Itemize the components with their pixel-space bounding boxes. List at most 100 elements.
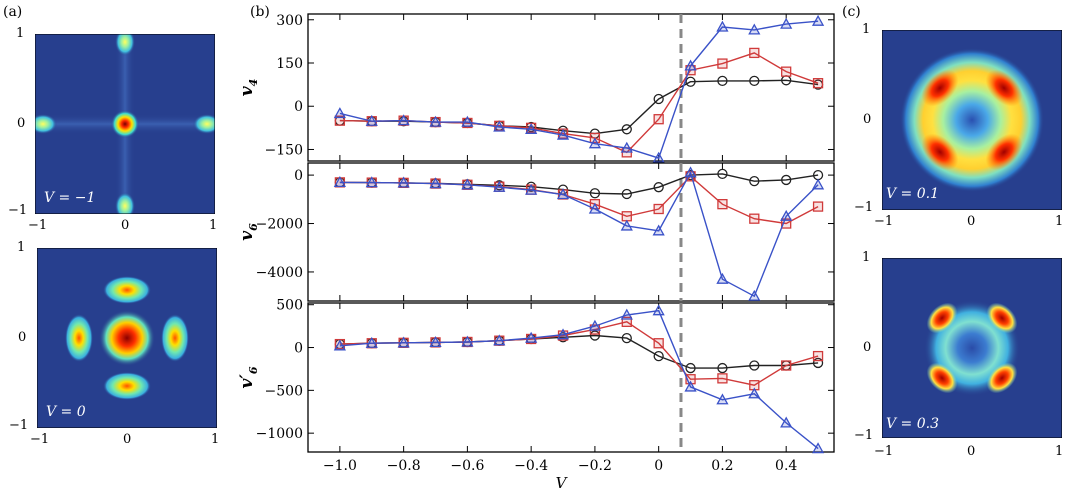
marker-1-blue-11 (684, 166, 697, 178)
chart-panel-b: 300 150 0 −150 v4 0 −2000 −4000 v6 500 0 −500 −1000 v… (237, 13, 835, 492)
marker-0-blue-4 (461, 115, 474, 127)
tick-x-a-top-0: 0 (121, 218, 130, 233)
marker-0-red-10 (653, 114, 664, 125)
series-line-1-black (339, 173, 819, 195)
panel-label-c: (c) (842, 4, 861, 20)
marker-2-black-10 (653, 350, 664, 362)
marker-1-black-12 (717, 168, 728, 180)
marker-0-red-12 (717, 58, 728, 69)
marker-0-blue-8 (588, 137, 602, 149)
marker-2-black-9 (621, 332, 632, 344)
marker-2-red-14 (781, 360, 792, 371)
tick-y-a-top-m1: −1 (8, 203, 28, 218)
marker-2-blue-12 (716, 393, 729, 405)
marker-2-blue-9 (620, 308, 633, 320)
marker-2-red-12 (717, 373, 728, 384)
tick-y-c-bottom-0: 0 (863, 340, 872, 355)
marker-1-blue-3 (429, 177, 442, 189)
tick-x-c-top-m1: −1 (874, 214, 894, 229)
tick-y-c-bottom-1: 1 (862, 250, 871, 265)
marker-0-blue-7 (556, 128, 570, 140)
marker-0-blue-9 (620, 141, 633, 153)
marker-2-blue-13 (748, 387, 761, 399)
marker-2-black-13 (749, 360, 760, 371)
x-tick-label-6: 0.2 (711, 458, 733, 474)
marker-1-blue-12 (716, 272, 729, 284)
marker-1-blue-5 (493, 180, 506, 192)
marker-1-red-9 (621, 211, 632, 222)
marker-1-red-15 (812, 201, 824, 212)
marker-2-red-9 (621, 316, 632, 327)
map-label-a-top: V = −1 (44, 190, 96, 206)
marker-0-black-11 (685, 76, 696, 87)
marker-1-black-8 (589, 188, 601, 199)
marker-2-blue-8 (588, 319, 602, 331)
y-tick-label-0-3: −150 (265, 142, 303, 158)
y-tick-label-1-0: 0 (294, 168, 303, 184)
marker-0-black-12 (717, 75, 728, 87)
density-map-c-top (882, 30, 1062, 210)
tick-y-a-bottom-m1: −1 (9, 418, 29, 433)
marker-0-blue-13 (748, 23, 761, 35)
marker-1-red-13 (749, 213, 760, 224)
marker-1-blue-9 (620, 219, 633, 231)
marker-0-blue-2 (397, 114, 410, 126)
marker-2-blue-15 (811, 442, 825, 454)
x-tick-label-4: −0.2 (578, 458, 612, 474)
y-tick-label-1-1: −2000 (256, 217, 303, 233)
tick-y-c-top-m1: −1 (854, 200, 874, 215)
marker-2-red-11 (685, 374, 696, 385)
marker-0-red-14 (781, 66, 792, 77)
tick-x-a-top-m1: −1 (28, 218, 48, 233)
tick-x-a-top-1: 1 (209, 218, 218, 233)
panel-label-a: (a) (3, 4, 23, 20)
marker-1-blue-7 (556, 188, 570, 200)
marker-0-red-0 (334, 115, 346, 126)
x-tick-label-1: −0.8 (387, 458, 421, 474)
marker-2-blue-1 (365, 336, 378, 348)
marker-1-red-14 (781, 218, 792, 229)
series-line-0-black (339, 79, 819, 135)
marker-0-blue-11 (684, 59, 697, 71)
series-line-1-blue (339, 170, 819, 298)
density-map-c-bottom (882, 258, 1062, 438)
marker-1-red-10 (653, 203, 664, 215)
tick-y-a-bottom-0: 0 (18, 330, 27, 345)
tick-x-c-bottom-0: 0 (967, 444, 976, 459)
tick-y-c-bottom-m1: −1 (854, 428, 874, 443)
subplot-frame-2 (307, 302, 835, 453)
marker-2-blue-2 (397, 336, 410, 348)
tick-x-a-bottom-1: 1 (211, 432, 220, 447)
marker-2-red-15 (812, 350, 824, 362)
x-tick-label-7: 0.4 (775, 458, 797, 474)
marker-1-blue-10 (652, 224, 665, 236)
x-tick-label-3: −0.4 (514, 458, 548, 474)
marker-0-blue-12 (716, 20, 729, 32)
marker-1-blue-2 (397, 176, 410, 188)
tick-x-c-top-1: 1 (1055, 214, 1064, 229)
marker-0-blue-3 (429, 115, 442, 127)
tick-x-a-bottom-0: 0 (123, 432, 132, 447)
marker-0-blue-15 (811, 14, 825, 26)
marker-2-blue-3 (429, 336, 442, 348)
marker-1-blue-4 (461, 178, 474, 190)
marker-2-black-8 (589, 330, 601, 341)
map-label-c-top: V = 0.1 (886, 186, 940, 202)
marker-2-blue-7 (556, 328, 570, 340)
marker-2-black-12 (717, 362, 728, 374)
y-tick-label-1-2: −4000 (256, 265, 303, 281)
marker-1-blue-0 (333, 176, 346, 188)
marker-2-blue-11 (684, 380, 697, 392)
series-line-0-red (339, 52, 819, 154)
marker-0-red-15 (812, 78, 824, 89)
tick-y-c-top-1: 1 (862, 22, 871, 37)
marker-2-blue-10 (652, 304, 665, 316)
panel-label-b: (b) (250, 4, 270, 20)
marker-1-blue-15 (811, 178, 825, 190)
marker-0-blue-5 (493, 120, 506, 132)
series-line-2-blue (339, 309, 819, 450)
y-tick-label-0-0: 300 (276, 13, 303, 29)
map-label-a-bottom: V = 0 (46, 404, 86, 420)
marker-0-blue-1 (365, 114, 378, 126)
